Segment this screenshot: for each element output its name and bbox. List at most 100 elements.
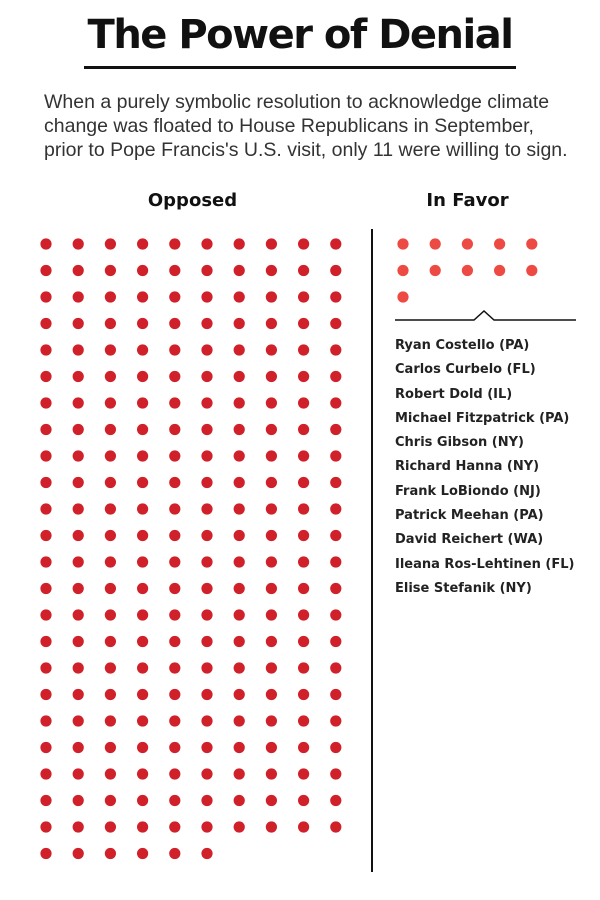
- opposed-dot: [298, 741, 310, 754]
- opposed-dot: [104, 635, 116, 648]
- opposed-dot: [137, 794, 149, 807]
- opposed-dot: [298, 582, 310, 595]
- in-favor-dots: [397, 238, 538, 303]
- opposed-dot: [72, 635, 84, 648]
- opposed-dot: [104, 556, 116, 568]
- opposed-dot: [169, 344, 181, 356]
- opposed-dot: [104, 821, 116, 833]
- opposed-dot: [40, 609, 52, 621]
- opposed-dot: [137, 503, 149, 515]
- opposed-dot: [298, 264, 310, 277]
- opposed-dot: [137, 821, 149, 833]
- opposed-dot: [40, 662, 52, 674]
- opposed-dot: [265, 423, 277, 436]
- chart-subtitle: When a purely symbolic resolution to ack…: [44, 91, 568, 161]
- in-favor-dot: [494, 264, 506, 277]
- opposed-dot: [72, 503, 84, 515]
- opposed-dot: [137, 450, 149, 462]
- opposed-dot: [233, 582, 245, 595]
- opposed-dot: [233, 264, 245, 277]
- opposed-dot: [201, 264, 213, 277]
- opposed-dot: [201, 476, 213, 489]
- opposed-dot: [298, 317, 310, 330]
- in-favor-name: David Reichert (WA): [395, 532, 544, 548]
- opposed-dot: [330, 370, 342, 383]
- opposed-dot: [265, 821, 277, 833]
- opposed-dot: [169, 503, 181, 515]
- opposed-dot: [201, 556, 213, 568]
- opposed-dot: [72, 291, 84, 303]
- opposed-dot: [233, 317, 245, 330]
- in-favor-dot: [397, 264, 409, 277]
- opposed-dot: [104, 238, 116, 250]
- opposed-dot: [201, 821, 213, 833]
- title-underline: [84, 66, 516, 69]
- opposed-dot: [298, 397, 310, 409]
- opposed-dot: [233, 715, 245, 727]
- opposed-dot: [330, 264, 342, 277]
- opposed-dot: [137, 768, 149, 780]
- in-favor-heading: In Favor: [426, 190, 509, 211]
- opposed-dot: [72, 847, 84, 860]
- opposed-dot: [40, 821, 52, 833]
- opposed-dot: [137, 529, 149, 542]
- opposed-dot: [40, 768, 52, 780]
- opposed-dot: [298, 662, 310, 674]
- opposed-dot: [72, 238, 84, 250]
- opposed-dot: [201, 582, 213, 595]
- opposed-dot: [330, 688, 342, 701]
- opposed-dot: [137, 556, 149, 568]
- opposed-dot: [201, 397, 213, 409]
- opposed-dot: [137, 370, 149, 383]
- opposed-dot: [104, 370, 116, 383]
- in-favor-dot: [461, 238, 473, 250]
- opposed-dot: [72, 794, 84, 807]
- opposed-dot: [265, 397, 277, 409]
- opposed-dot: [137, 344, 149, 356]
- opposed-dot: [40, 715, 52, 727]
- opposed-dot: [169, 529, 181, 542]
- opposed-dot: [40, 688, 52, 701]
- opposed-dot: [330, 582, 342, 595]
- opposed-dot: [298, 503, 310, 515]
- opposed-dot: [201, 529, 213, 542]
- opposed-dot: [330, 821, 342, 833]
- opposed-dot: [330, 423, 342, 436]
- opposed-dot: [298, 556, 310, 568]
- opposed-dot: [201, 715, 213, 727]
- opposed-dot: [233, 529, 245, 542]
- opposed-dot: [201, 370, 213, 383]
- opposed-dot: [169, 688, 181, 701]
- opposed-dot: [40, 847, 52, 860]
- opposed-dot: [40, 529, 52, 542]
- opposed-dot: [72, 715, 84, 727]
- opposed-dot: [40, 450, 52, 462]
- opposed-dot: [72, 344, 84, 356]
- opposed-dot: [137, 662, 149, 674]
- opposed-dot: [169, 609, 181, 621]
- opposed-dot: [201, 317, 213, 330]
- in-favor-names-list: Ryan Costello (PA) Carlos Curbelo (FL) Rob…: [395, 334, 574, 601]
- opposed-dot: [330, 291, 342, 303]
- opposed-dot: [72, 529, 84, 542]
- opposed-dot: [233, 238, 245, 250]
- opposed-dot: [40, 397, 52, 409]
- opposed-dot: [201, 635, 213, 648]
- opposed-dot: [40, 476, 52, 489]
- opposed-dot: [298, 344, 310, 356]
- in-favor-dot: [397, 291, 409, 303]
- opposed-dot: [72, 662, 84, 674]
- opposed-dot: [137, 264, 149, 277]
- opposed-dot: [233, 635, 245, 648]
- opposed-dot: [40, 794, 52, 807]
- opposed-dot: [201, 609, 213, 621]
- opposed-dot: [265, 688, 277, 701]
- in-favor-dot: [429, 264, 441, 277]
- opposed-dot: [72, 556, 84, 568]
- opposed-dot: [265, 450, 277, 462]
- opposed-dot: [298, 768, 310, 780]
- opposed-dot: [298, 609, 310, 621]
- opposed-dot: [298, 794, 310, 807]
- opposed-dot: [233, 450, 245, 462]
- opposed-dot: [137, 423, 149, 436]
